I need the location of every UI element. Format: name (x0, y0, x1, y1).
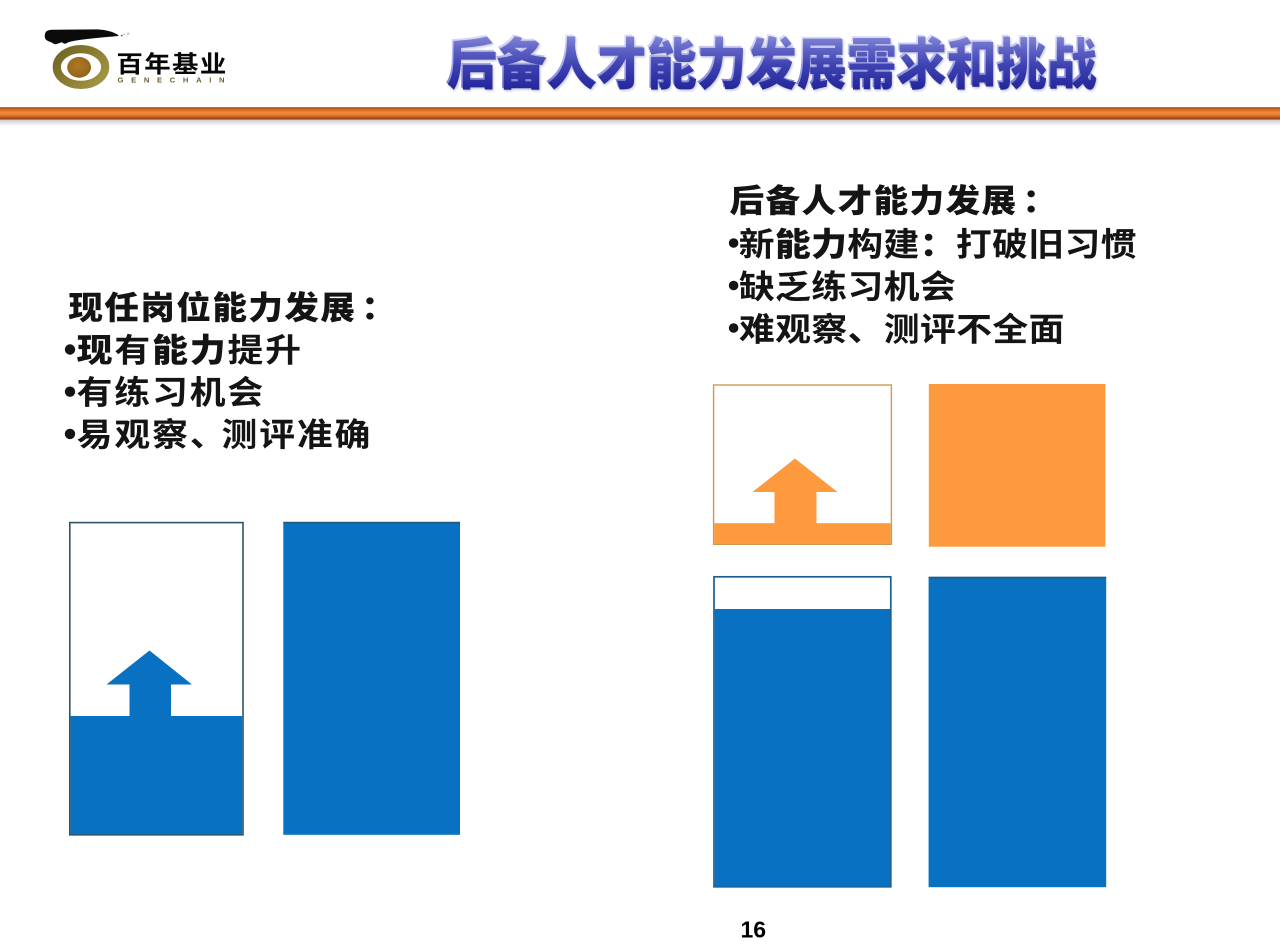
svg-text:16: 16 (741, 917, 767, 943)
svg-text:GENECHAIN: GENECHAIN (118, 76, 225, 85)
